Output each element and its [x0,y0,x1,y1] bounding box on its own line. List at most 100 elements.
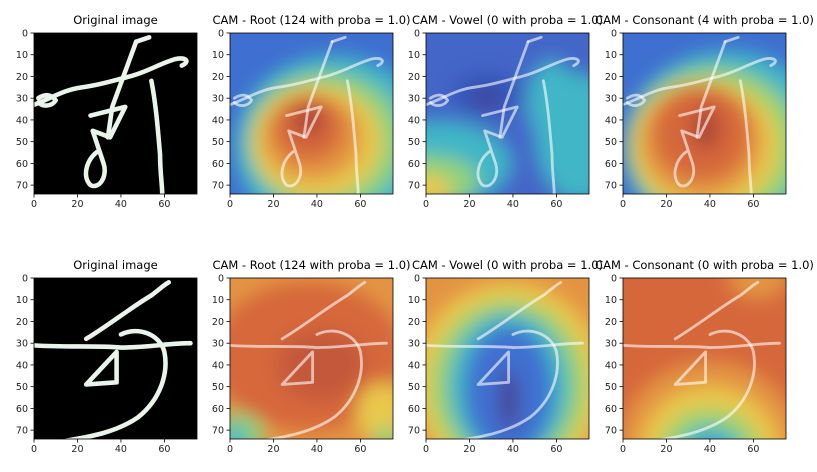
y-tick-label: 50 [16,137,28,148]
y-tick-label: 50 [605,137,617,148]
x-tick-label: 40 [115,199,127,210]
heatmap-region [426,174,453,194]
x-tick-label: 0 [227,199,233,210]
y-tick-label: 0 [611,29,617,40]
y-tick-label: 60 [16,159,28,170]
subplot-5: Original image 0 20 40 60 0 10 20 30 40 50 60 70 [16,258,198,455]
y-tick-label: 70 [408,181,420,192]
x-tick-label: 0 [423,199,429,210]
y-tick-label: 50 [212,382,224,393]
x-tick-label: 20 [267,444,279,455]
axes-frame [33,277,198,440]
y-tick-label: 20 [212,72,224,83]
y-tick-label: 40 [16,360,28,371]
heatmap-region [525,59,579,147]
heatmap-region [356,382,393,439]
subplot-3: CAM - Vowel (0 with proba = 1.0) 0 20 40 60 0… [408,13,603,210]
y-tick-label: 0 [414,29,420,40]
y-tick-label: 40 [605,360,617,371]
subplot-title: CAM - Root (124 with proba = 1.0) [212,258,410,272]
y-tick-label: 0 [611,274,617,285]
y-tick-label: 0 [22,29,28,40]
x-tick-label: 0 [620,199,626,210]
y-tick-label: 40 [16,115,28,126]
heatmap-region [475,89,498,107]
heatmap-image [230,278,393,439]
x-tick-label: 60 [747,444,759,455]
y-tick-label: 20 [408,72,420,83]
subplot-title: Original image [73,258,157,272]
heatmap-region [277,330,365,400]
y-tick-label: 70 [212,426,224,437]
heatmap-region [499,369,518,431]
y-tick-label: 20 [408,317,420,328]
y-tick-label: 50 [408,137,420,148]
y-tick-label: 60 [605,159,617,170]
y-tick-label: 60 [605,404,617,415]
y-tick-label: 30 [408,339,420,350]
subplot-title: CAM - Root (124 with proba = 1.0) [212,13,410,27]
subplot-1: Original image 0 20 40 60 0 10 20 30 40 50 60 70 [16,13,198,210]
subplot-title: CAM - Consonant (4 with proba = 1.0) [595,13,814,27]
y-tick-label: 10 [212,295,224,306]
y-tick-label: 30 [212,94,224,105]
subplot-title: CAM - Consonant (0 with proba = 1.0) [595,258,814,272]
y-tick-label: 30 [605,94,617,105]
y-tick-label: 60 [408,404,420,415]
axes-frame [229,32,394,195]
subplot-title: CAM - Vowel (0 with proba = 1.0) [412,13,603,27]
y-tick-label: 70 [605,181,617,192]
y-tick-label: 0 [22,274,28,285]
subplot-4: CAM - Consonant (4 with proba = 1.0) 0 20 4… [595,13,814,210]
subplot-8: CAM - Consonant (0 with proba = 1.0) 0 20 4… [595,258,814,455]
x-tick-label: 20 [463,199,475,210]
x-tick-label: 40 [507,199,519,210]
y-tick-label: 30 [408,94,420,105]
x-tick-label: 60 [550,444,562,455]
heatmap-region [661,408,759,439]
heatmap-image [426,33,589,194]
y-tick-label: 30 [605,339,617,350]
x-tick-label: 40 [704,444,716,455]
axes-frame [622,32,787,195]
x-tick-label: 20 [71,444,83,455]
x-tick-label: 0 [227,444,233,455]
y-tick-label: 40 [605,115,617,126]
x-tick-label: 20 [267,199,279,210]
y-tick-label: 70 [605,426,617,437]
y-tick-label: 50 [16,382,28,393]
y-tick-label: 30 [212,339,224,350]
y-tick-label: 40 [408,115,420,126]
y-tick-label: 70 [16,426,28,437]
y-tick-label: 10 [408,50,420,61]
x-tick-label: 60 [747,199,759,210]
y-tick-label: 60 [408,159,420,170]
heatmap-image [230,33,393,194]
y-tick-label: 50 [408,382,420,393]
x-tick-label: 20 [660,444,672,455]
x-tick-label: 20 [463,444,475,455]
y-tick-label: 60 [212,404,224,415]
y-tick-label: 10 [605,295,617,306]
image-background [34,33,197,194]
y-tick-label: 10 [605,50,617,61]
heatmap-region [230,425,248,439]
x-tick-label: 40 [115,444,127,455]
y-tick-label: 40 [212,360,224,371]
y-tick-label: 50 [605,382,617,393]
x-tick-label: 60 [158,199,170,210]
x-tick-label: 60 [550,199,562,210]
axes-frame [33,32,198,195]
y-tick-label: 40 [408,360,420,371]
x-tick-label: 40 [507,444,519,455]
subplot-7: CAM - Vowel (0 with proba = 1.0) 0 20 40 60 0… [408,258,603,455]
x-tick-label: 60 [354,199,366,210]
x-tick-label: 0 [620,444,626,455]
x-tick-label: 0 [423,444,429,455]
heatmap-region [373,425,393,439]
y-tick-label: 50 [212,137,224,148]
axes-frame [425,32,590,195]
y-tick-label: 70 [16,181,28,192]
y-tick-label: 60 [16,404,28,415]
